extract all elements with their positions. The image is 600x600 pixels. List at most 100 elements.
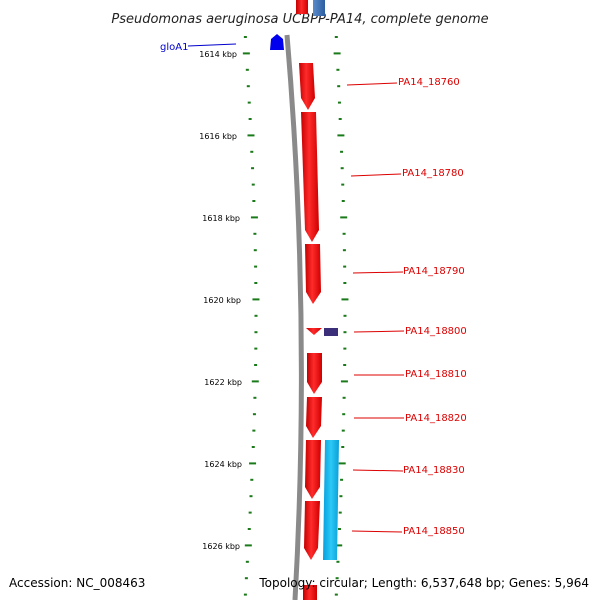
scale-minor-tick [338,511,342,514]
scale-minor-tick [343,364,347,366]
scale-minor-tick [339,495,343,498]
map-title: Pseudomonas aeruginosa UCBPP-PA14, compl… [111,12,488,27]
gene-label-PA14_18830[interactable]: PA14_18830 [352,465,465,476]
scale-minor-tick [341,183,345,186]
scale-tick-label: 1620 kbp [203,296,241,305]
scale-minor-tick [337,528,341,530]
gene-PA14_18780[interactable] [301,112,319,242]
svg-text:PA14_18800: PA14_18800 [405,326,467,337]
scale-minor-tick [243,593,247,596]
scale-major-tick [340,216,348,219]
scale-minor-tick [246,85,250,88]
scale-minor-tick [342,232,346,235]
scale-major-tick [337,134,345,137]
scale-minor-tick [249,495,253,498]
gene-label-PA14_18780[interactable]: PA14_18780 [350,168,464,179]
genome-backbone [284,34,304,600]
scale-major-tick [335,544,343,547]
scale-major-tick [244,544,252,547]
scale-minor-tick [343,347,347,350]
scale-minor-tick [334,593,338,596]
scale-major-tick [247,134,255,137]
scale-major-tick [341,298,349,301]
svg-text:PA14_18850: PA14_18850 [403,526,465,537]
scale-minor-tick [252,429,256,432]
scale-minor-tick [253,232,257,235]
svg-text:PA14_18820: PA14_18820 [405,413,467,424]
left-scale-ruler [242,36,260,596]
scale-minor-tick [254,265,258,268]
scale-minor-tick [251,446,255,448]
gene-navy-small[interactable] [324,328,338,336]
scale-minor-tick [253,396,257,399]
gene-gloA1[interactable] [270,34,284,50]
genome-summary-text: Topology: circular; Length: 6,537,648 bp… [258,576,589,590]
gene-PA14_18760[interactable] [299,63,315,110]
svg-text:PA14_18790: PA14_18790 [403,266,465,277]
scale-minor-tick [254,314,258,317]
right-scale-ruler [333,36,349,596]
scale-minor-tick [340,167,344,170]
scale-minor-tick [247,528,251,530]
svg-text:PA14_18830: PA14_18830 [403,465,465,476]
scale-minor-tick [340,150,344,153]
gene-PA14_18810[interactable] [307,353,322,394]
scale-minor-tick [335,577,339,580]
scale-minor-tick [250,478,254,481]
scale-minor-tick [254,331,258,334]
gene-partial-top-red[interactable] [296,0,308,14]
gene-label-PA14_18850[interactable]: PA14_18850 [351,526,465,537]
scale-minor-tick [254,282,258,284]
scale-minor-tick [342,396,346,399]
scale-tick-label: 1626 kbp [202,542,240,551]
scale-minor-tick [248,511,252,514]
scale-minor-tick [343,265,347,268]
scale-minor-tick [337,101,341,104]
scale-minor-tick [341,200,345,202]
gene-label-PA14_18800[interactable]: PA14_18800 [353,326,467,337]
scale-minor-tick [343,282,347,284]
accession-text: Accession: NC_008463 [9,576,145,590]
gene-PA14_18820[interactable] [306,397,322,438]
scale-tick-label: 1622 kbp [204,378,242,387]
scale-minor-tick [337,85,341,88]
scale-major-tick [242,52,250,55]
svg-text:PA14_18780: PA14_18780 [402,168,464,179]
scale-major-tick [333,52,341,55]
gene-label-PA14_18820[interactable]: PA14_18820 [354,413,467,424]
scale-minor-tick [341,429,345,432]
gene-PA14_18790[interactable] [305,244,321,304]
scale-minor-tick [244,577,248,580]
gene-PA14_18800[interactable] [306,328,322,335]
scale-minor-tick [336,560,340,563]
scale-minor-tick [343,331,347,334]
svg-text:gloA1: gloA1 [160,42,188,53]
gene-label-PA14_18810[interactable]: PA14_18810 [354,369,467,380]
scale-major-tick [340,380,348,383]
scale-tick-label: 1614 kbp [199,50,237,59]
gene-PA14_18830[interactable] [305,440,321,499]
scale-minor-tick [251,183,255,186]
gene-partial-bottom-red[interactable] [303,585,317,600]
scale-minor-tick [243,36,247,38]
gene-label-PA14_18760[interactable]: PA14_18760 [346,77,460,88]
gene-label-PA14_18790[interactable]: PA14_18790 [352,266,465,277]
gene-red-after-18830[interactable] [304,501,320,560]
scale-minor-tick [250,150,254,153]
scale-minor-tick [245,560,249,563]
scale-minor-tick [343,314,347,317]
gene-partial-top-blue[interactable] [313,0,325,16]
scale-minor-tick [338,118,342,120]
scale-minor-tick [247,101,251,104]
scale-minor-tick [336,68,340,71]
scale-minor-tick [342,249,346,252]
svg-text:PA14_18810: PA14_18810 [405,369,467,380]
scale-minor-tick [254,364,258,366]
scale-minor-tick [341,446,345,448]
scale-major-tick [252,298,260,301]
scale-minor-tick [254,347,258,350]
gene-label-gloA1[interactable]: gloA1 [160,42,237,53]
scale-minor-tick [342,413,346,416]
gene-PA14_18850[interactable] [323,440,339,560]
